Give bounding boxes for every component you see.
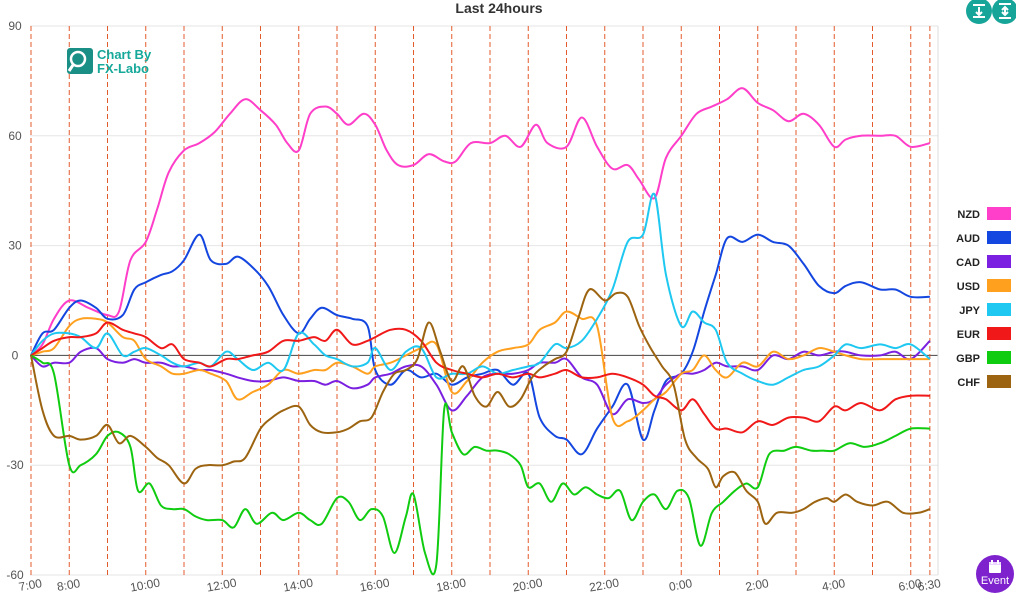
- x-axis-ticks: 7:00 8:00 10:00 12:00 14:00 16:00 18:00 20:00 22…: [18, 576, 943, 595]
- legend-label: CHF: [957, 377, 980, 389]
- legend-label: JPY: [959, 305, 980, 317]
- legend-label: GBP: [956, 353, 980, 365]
- x-tick-label: 14:00: [282, 576, 314, 595]
- legend-item-cad[interactable]: CAD: [956, 255, 1011, 269]
- series-layer: [30, 87, 931, 576]
- legend-item-eur[interactable]: EUR: [957, 327, 1011, 341]
- hour-lines-layer: [30, 26, 931, 575]
- x-tick-label: 6:30: [916, 576, 942, 594]
- legend-label: NZD: [957, 209, 980, 221]
- series-line-nzd: [30, 87, 931, 357]
- y-tick-label: -60: [6, 568, 24, 582]
- x-tick-label: 7:00: [18, 576, 44, 594]
- x-tick-label: 0:00: [668, 576, 694, 594]
- legend-label: AUD: [956, 233, 980, 245]
- legend-item-aud[interactable]: AUD: [956, 231, 1011, 245]
- x-tick-label: 12:00: [206, 576, 238, 595]
- event-button-label: Event: [980, 575, 1010, 587]
- watermark-line2: FX-Labo: [97, 61, 149, 76]
- legend-swatch: [987, 303, 1011, 316]
- y-tick-label: 0: [12, 348, 19, 362]
- legend-item-chf[interactable]: CHF: [957, 375, 1011, 389]
- series-line-cad: [30, 340, 931, 416]
- legend[interactable]: NZD AUD CAD USD JPY EUR GBP CHF: [956, 207, 1011, 389]
- x-tick-label: 20:00: [512, 576, 544, 595]
- legend-swatch: [987, 351, 1011, 364]
- series-line-chf: [30, 288, 931, 525]
- legend-item-jpy[interactable]: JPY: [959, 303, 1011, 317]
- x-tick-label: 4:00: [821, 576, 847, 594]
- chart-title: Last 24hours: [455, 0, 542, 16]
- x-tick-label: 10:00: [129, 576, 161, 595]
- series-line-gbp: [30, 354, 930, 576]
- expand-vertical-button[interactable]: [992, 0, 1016, 24]
- legend-label: USD: [957, 281, 980, 293]
- grid-layer: [30, 25, 939, 576]
- y-tick-label: 30: [8, 239, 22, 253]
- x-tick-label: 6:00: [897, 576, 923, 594]
- expand-vertical-icon: [999, 3, 1011, 19]
- x-tick-label: 2:00: [744, 576, 770, 594]
- y-tick-label: -30: [6, 458, 24, 472]
- series-line-aud: [30, 233, 930, 456]
- event-button[interactable]: Event: [976, 555, 1014, 593]
- y-axis-ticks: 90 60 30 0 -30 -60: [6, 19, 24, 582]
- legend-label: CAD: [956, 257, 980, 269]
- legend-label: EUR: [957, 329, 980, 341]
- y-tick-label: 60: [8, 129, 22, 143]
- legend-item-gbp[interactable]: GBP: [956, 351, 1011, 365]
- x-tick-label: 8:00: [56, 576, 82, 594]
- series-line-usd: [30, 310, 930, 428]
- calendar-icon: [989, 560, 1001, 573]
- x-tick-label: 16:00: [359, 576, 391, 595]
- x-tick-label: 18:00: [435, 576, 467, 595]
- collapse-vertical-button[interactable]: [966, 0, 992, 24]
- y-tick-label: 90: [8, 19, 22, 33]
- watermark-line1: Chart By: [97, 47, 152, 62]
- x-tick-label: 22:00: [588, 576, 620, 595]
- fx-labo-logo: Chart By FX-Labo: [67, 47, 152, 76]
- legend-swatch: [987, 279, 1011, 292]
- series-line-eur: [30, 321, 930, 434]
- legend-swatch: [987, 231, 1011, 244]
- legend-item-nzd[interactable]: NZD: [957, 207, 1011, 221]
- legend-item-usd[interactable]: USD: [957, 279, 1011, 293]
- legend-swatch: [987, 207, 1011, 220]
- collapse-vertical-icon: [973, 4, 985, 18]
- legend-swatch: [987, 255, 1011, 268]
- legend-swatch: [987, 375, 1011, 388]
- legend-swatch: [987, 327, 1011, 340]
